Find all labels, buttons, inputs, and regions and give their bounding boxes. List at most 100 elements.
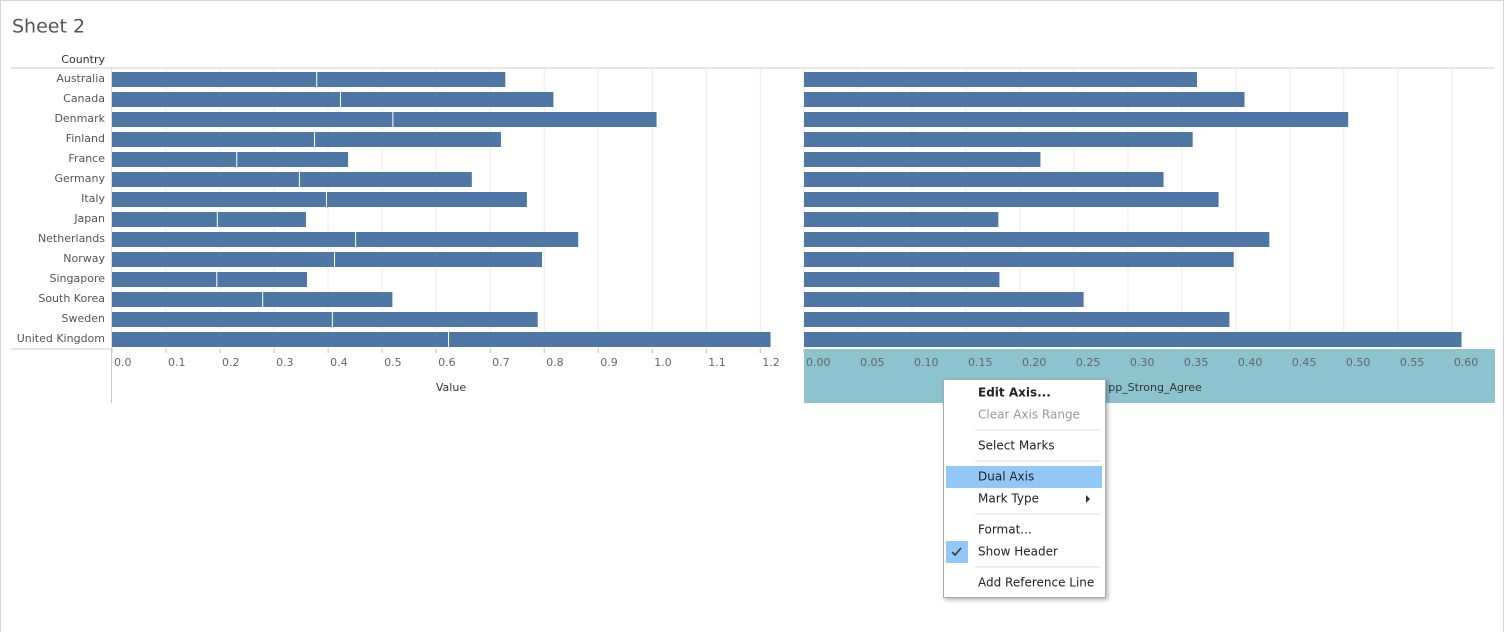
bar bbox=[804, 272, 1000, 287]
bar bbox=[804, 252, 1234, 267]
bar bbox=[317, 72, 506, 87]
context-menu bbox=[943, 379, 1106, 598]
x-tick-label: 0.0 bbox=[114, 356, 132, 369]
row-label: Canada bbox=[63, 92, 105, 105]
x-tick-label: 0.55 bbox=[1400, 356, 1425, 369]
menu-item[interactable]: Edit Axis... bbox=[978, 386, 1051, 400]
bar bbox=[217, 272, 308, 287]
submenu-arrow bbox=[1086, 495, 1090, 503]
bar bbox=[237, 152, 349, 167]
bar bbox=[112, 72, 317, 87]
bar bbox=[332, 312, 538, 327]
x-tick-label: 0.8 bbox=[546, 356, 564, 369]
x-tick-label: 0.60 bbox=[1454, 356, 1479, 369]
x-tick-label: 0.2 bbox=[222, 356, 240, 369]
x-tick-label: 0.3 bbox=[276, 356, 294, 369]
bar bbox=[804, 152, 1041, 167]
x-tick-label: 0.5 bbox=[384, 356, 402, 369]
menu-item[interactable]: Select Marks bbox=[978, 439, 1055, 453]
menu-highlight bbox=[946, 466, 1102, 488]
bar bbox=[112, 192, 326, 207]
sheet-title: Sheet 2 bbox=[12, 16, 85, 38]
bar bbox=[112, 212, 217, 227]
bar bbox=[112, 292, 263, 307]
bar bbox=[449, 332, 771, 347]
bar bbox=[804, 312, 1230, 327]
bar bbox=[299, 172, 472, 187]
x-tick-label: 1.2 bbox=[762, 356, 780, 369]
bar bbox=[804, 192, 1219, 207]
x-axis-title: pp_Strong_Agree bbox=[1108, 381, 1202, 394]
bar bbox=[356, 232, 579, 247]
bar bbox=[804, 212, 999, 227]
bar bbox=[804, 72, 1198, 87]
bar bbox=[112, 332, 449, 347]
bar bbox=[393, 112, 657, 127]
bar bbox=[804, 232, 1270, 247]
bar bbox=[112, 312, 332, 327]
x-tick-label: 0.7 bbox=[492, 356, 510, 369]
x-tick-label: 0.00 bbox=[806, 356, 831, 369]
bar bbox=[112, 172, 299, 187]
axis-selected bbox=[804, 349, 1495, 403]
menu-item[interactable]: Show Header bbox=[978, 545, 1058, 559]
bar bbox=[804, 292, 1084, 307]
menu-item[interactable]: Dual Axis bbox=[978, 470, 1034, 484]
x-tick-label: 0.30 bbox=[1130, 356, 1155, 369]
bar bbox=[112, 232, 356, 247]
x-tick-label: 0.45 bbox=[1292, 356, 1317, 369]
x-tick-label: 0.35 bbox=[1184, 356, 1209, 369]
row-label: Finland bbox=[66, 132, 105, 145]
x-tick-label: 0.15 bbox=[968, 356, 993, 369]
bar bbox=[217, 212, 306, 227]
bar bbox=[112, 272, 217, 287]
bar bbox=[804, 172, 1164, 187]
x-tick-label: 1.0 bbox=[654, 356, 672, 369]
bar bbox=[112, 92, 340, 107]
bar bbox=[340, 92, 554, 107]
row-label: Norway bbox=[63, 252, 105, 265]
x-tick-label: 0.6 bbox=[438, 356, 456, 369]
bar bbox=[315, 132, 501, 147]
x-tick-label: 1.1 bbox=[708, 356, 726, 369]
row-label: Sweden bbox=[62, 312, 105, 325]
x-tick-label: 0.20 bbox=[1022, 356, 1047, 369]
row-label: United Kingdom bbox=[17, 332, 105, 345]
row-label: Germany bbox=[54, 172, 105, 185]
row-label: Japan bbox=[73, 212, 105, 225]
x-axis-title: Value bbox=[436, 381, 466, 394]
menu-item: Clear Axis Range bbox=[978, 408, 1080, 422]
row-label: Denmark bbox=[54, 112, 105, 125]
bar bbox=[326, 192, 527, 207]
row-label: Netherlands bbox=[38, 232, 105, 245]
row-label: South Korea bbox=[38, 292, 105, 305]
menu-item[interactable]: Format... bbox=[978, 523, 1032, 537]
row-label: Singapore bbox=[50, 272, 106, 285]
bar bbox=[112, 152, 237, 167]
row-label: France bbox=[68, 152, 105, 165]
bar bbox=[804, 332, 1462, 347]
x-tick-label: 0.10 bbox=[914, 356, 939, 369]
bar bbox=[112, 252, 335, 267]
x-tick-label: 0.05 bbox=[860, 356, 885, 369]
bar bbox=[804, 92, 1245, 107]
bar bbox=[804, 112, 1349, 127]
bar bbox=[112, 112, 393, 127]
x-tick-label: 0.40 bbox=[1238, 356, 1263, 369]
menu-item[interactable]: Mark Type bbox=[978, 492, 1039, 506]
row-label: Australia bbox=[56, 72, 105, 85]
menu-item[interactable]: Add Reference Line bbox=[978, 576, 1094, 590]
row-label: Italy bbox=[81, 192, 105, 205]
bar bbox=[263, 292, 393, 307]
row-header-title: Country bbox=[61, 53, 105, 66]
x-tick-label: 0.1 bbox=[168, 356, 186, 369]
x-tick-label: 0.25 bbox=[1076, 356, 1101, 369]
x-tick-label: 0.4 bbox=[330, 356, 348, 369]
bar bbox=[112, 132, 315, 147]
check-mark bbox=[951, 547, 962, 557]
bar bbox=[335, 252, 543, 267]
bar bbox=[804, 132, 1193, 147]
x-tick-label: 0.9 bbox=[600, 356, 618, 369]
x-tick-label: 0.50 bbox=[1346, 356, 1371, 369]
